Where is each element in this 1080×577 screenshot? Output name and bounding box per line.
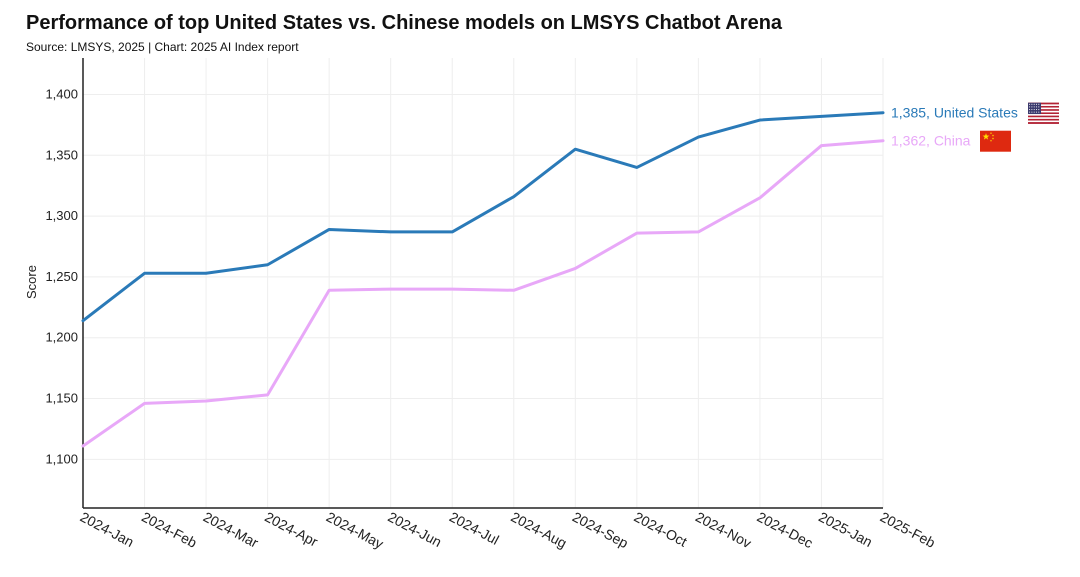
x-tick-label: 2024-Mar xyxy=(201,509,262,551)
us-flag-star xyxy=(1035,111,1038,113)
us-flag-star xyxy=(1035,103,1038,105)
y-axis-ticks: 1,100 1,150 1,200 1,250 1,300 1,350 1,400 xyxy=(45,86,78,466)
us-flag-stripe xyxy=(1028,122,1059,124)
chart-title: Performance of top United States vs. Chi… xyxy=(26,12,783,34)
us-flag-star xyxy=(1038,103,1040,105)
china-flag-star xyxy=(982,133,990,140)
us-flag-star xyxy=(1033,108,1035,111)
us-flag-star xyxy=(1029,103,1031,105)
china-flag-field xyxy=(980,130,1011,152)
us-flag-star xyxy=(1031,106,1033,108)
y-tick-label: 1,200 xyxy=(45,330,78,345)
us-flag-star xyxy=(1033,106,1035,108)
x-tick-label: 2024-Feb xyxy=(139,509,200,551)
us-flag-stripe xyxy=(1028,102,1059,105)
us-flag-icon xyxy=(1028,102,1059,124)
x-tick-label: 2024-Aug xyxy=(508,509,569,552)
us-flag-star xyxy=(1031,108,1033,111)
us-flag-star xyxy=(1033,103,1035,105)
x-tick-label: 2024-Apr xyxy=(262,509,321,550)
us-flag-stripe xyxy=(1028,109,1059,112)
x-tick-label: 2025-Feb xyxy=(878,509,939,551)
y-tick-label: 1,400 xyxy=(45,86,78,101)
china-flag-star xyxy=(989,132,993,135)
x-tick-label: 2024-May xyxy=(324,509,386,552)
us-flag-star xyxy=(1038,108,1040,111)
y-tick-label: 1,300 xyxy=(45,208,78,223)
us-flag-stripe xyxy=(1028,114,1059,116)
x-tick-label: 2024-Dec xyxy=(755,509,816,552)
us-flag-star xyxy=(1035,106,1038,108)
us-flag-stripe xyxy=(1028,118,1059,121)
end-labels: 1,385, United States 1,362, China xyxy=(891,102,1059,152)
axes xyxy=(82,58,883,509)
y-tick-label: 1,250 xyxy=(45,269,78,284)
us-flag-canton xyxy=(1028,102,1042,115)
china-flag-star xyxy=(989,139,993,142)
x-tick-label: 2024-Jul xyxy=(447,509,502,548)
us-flag-star xyxy=(1033,111,1035,113)
chart-subtitle: Source: LMSYS, 2025 | Chart: 2025 AI Ind… xyxy=(26,40,299,54)
x-tick-label: 2024-Jun xyxy=(385,509,444,551)
us-flag-star xyxy=(1029,106,1031,108)
china-flag-star xyxy=(991,137,995,140)
us-flag-star xyxy=(1038,111,1040,113)
x-axis-ticks: 2024-Jan 2024-Feb 2024-Mar 2024-Apr 2024-May… xyxy=(78,509,939,552)
x-tick-label: 2024-Jan xyxy=(78,509,137,551)
us-flag-star xyxy=(1029,108,1031,111)
x-tick-label: 2025-Jan xyxy=(816,509,875,551)
x-tick-label: 2024-Nov xyxy=(693,509,754,552)
y-tick-label: 1,150 xyxy=(45,391,78,406)
us-flag-star xyxy=(1031,103,1033,105)
x-tick-label: 2024-Oct xyxy=(631,509,689,550)
us-flag-stripe xyxy=(1028,115,1059,118)
us-flag-stripe xyxy=(1028,120,1059,123)
us-flag-stripe xyxy=(1028,112,1059,115)
us-flag-star xyxy=(1038,106,1040,108)
x-tick-label: 2024-Sep xyxy=(570,509,631,552)
y-axis-label: Score xyxy=(24,265,39,299)
series-line-china xyxy=(81,139,885,448)
end-label-china: 1,362, China xyxy=(891,133,971,149)
gridlines xyxy=(82,58,884,508)
series-line-united-states xyxy=(81,111,885,323)
end-label-united-states: 1,385, United States xyxy=(891,105,1018,121)
us-flag-stripe xyxy=(1028,107,1059,110)
y-tick-label: 1,350 xyxy=(45,147,78,162)
us-flag-stripe xyxy=(1028,104,1059,107)
china-flag-icon xyxy=(980,130,1011,152)
us-flag-star xyxy=(1035,108,1038,111)
series-lines xyxy=(81,111,885,448)
china-flag-star xyxy=(991,134,995,137)
us-flag-star xyxy=(1029,111,1031,113)
y-tick-label: 1,100 xyxy=(45,451,78,466)
us-flag-stripe xyxy=(1028,105,1059,108)
us-flag-stripe xyxy=(1028,110,1059,113)
us-flag-stripe xyxy=(1028,117,1059,120)
us-flag-star xyxy=(1031,111,1033,113)
